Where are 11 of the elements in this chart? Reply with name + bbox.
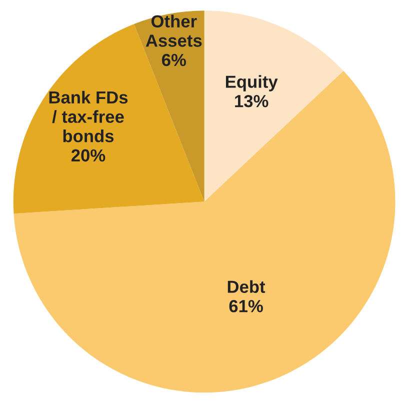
data-label: 6% [162,54,186,66]
slice-label: Bank FDs / tax-free bonds [49,90,128,142]
data-label: 61% [229,300,263,312]
pie-slice [134,10,204,202]
data-label: 20% [71,149,106,162]
pie-slice [204,10,344,202]
pie-slice [14,70,396,393]
slice-label: Debt [228,280,266,293]
slice-label: Other Assets [146,14,202,47]
data-label: 13% [235,94,268,108]
slice-label: Equity [226,75,278,92]
